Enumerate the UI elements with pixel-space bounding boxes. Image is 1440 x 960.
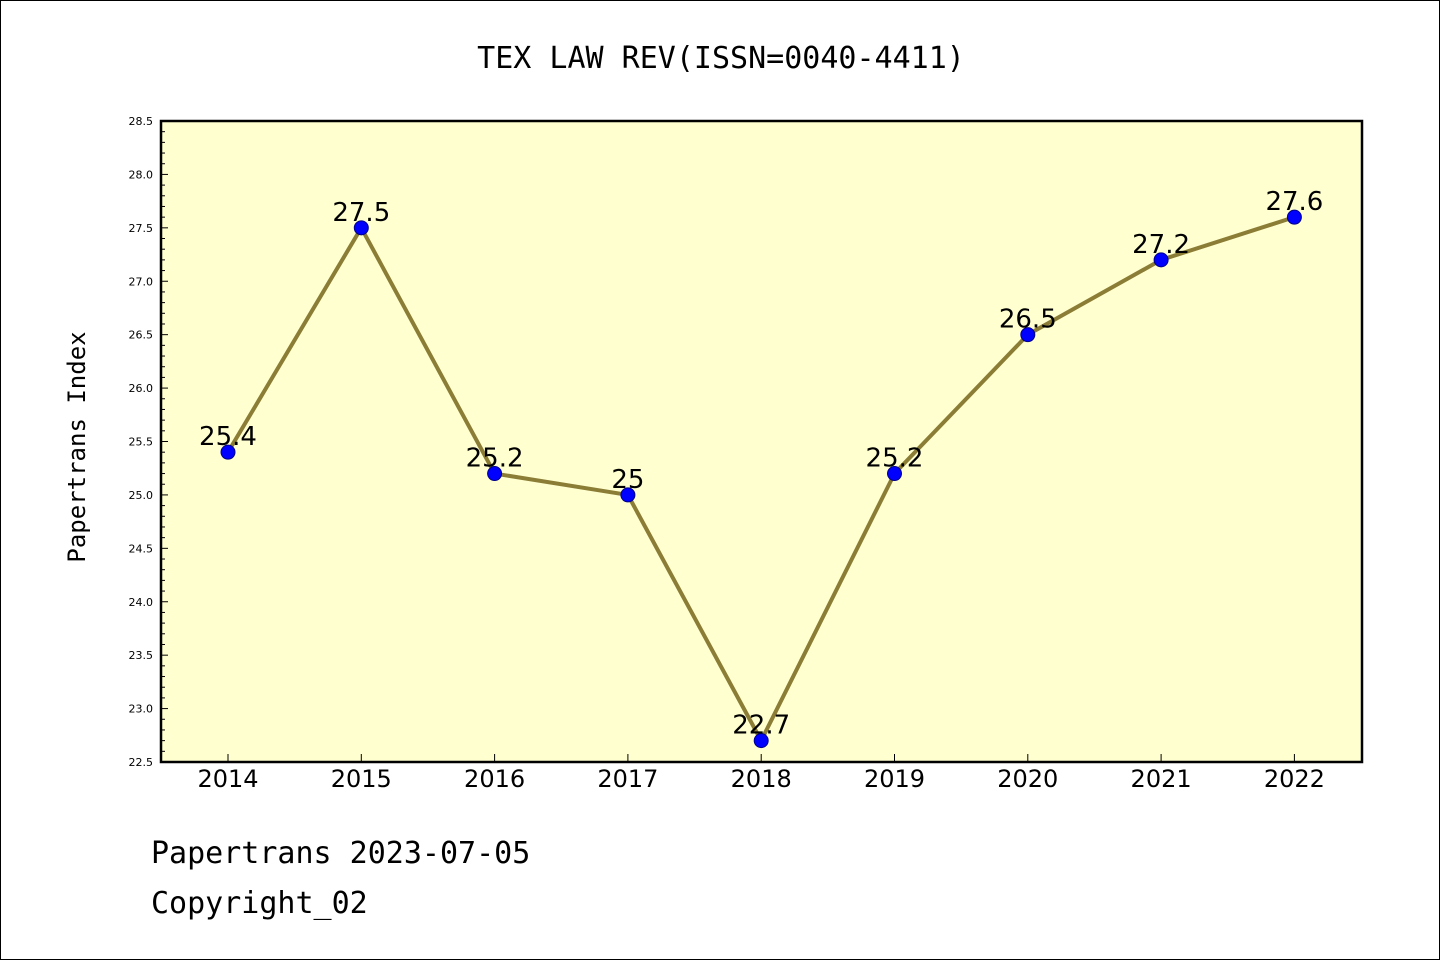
x-tick-label: 2016: [464, 765, 525, 793]
x-tick-label: 2018: [731, 765, 792, 793]
y-tick-label: 28.5: [129, 115, 154, 128]
axis-ticks: 22.5 23.0 23.5 24.0 24.5 25.0 25.5 26.0 26.5 27.0…: [129, 115, 1325, 793]
footer-date: Papertrans 2023-07-05: [151, 836, 531, 871]
data-point-marker: [887, 466, 902, 482]
y-tick-label: 26.5: [129, 329, 154, 342]
x-tick-label: 2021: [1131, 765, 1192, 793]
data-point-marker: [1020, 327, 1036, 343]
data-point-marker: [753, 733, 769, 749]
chart-title: TEX LAW REV(ISSN=0040-4411): [477, 41, 965, 76]
y-tick-label: 24.0: [129, 596, 154, 609]
data-points: [220, 209, 1302, 749]
y-tick-label: 23.5: [129, 649, 154, 662]
data-point-marker: [1153, 252, 1169, 268]
y-tick-label: 26.0: [129, 382, 154, 395]
data-label: 22.7: [732, 711, 790, 741]
data-label: 27.6: [1265, 187, 1323, 217]
plot-border: [159, 119, 1364, 764]
data-label: 25: [611, 465, 644, 495]
y-tick-label: 24.5: [129, 542, 154, 555]
x-tick-label: 2014: [197, 765, 258, 793]
x-tick-label: 2015: [331, 765, 392, 793]
y-tick-label: 25.5: [129, 436, 154, 449]
x-tick-label: 2017: [597, 765, 658, 793]
y-tick-label: 25.0: [129, 489, 154, 502]
data-label: 25.2: [866, 444, 924, 474]
y-tick-label: 23.0: [129, 703, 154, 716]
y-tick-label: 27.0: [129, 275, 154, 288]
y-tick-label: 28.0: [129, 168, 154, 181]
data-label: 25.4: [199, 422, 257, 452]
data-label: 27.5: [332, 198, 390, 228]
data-point-marker: [353, 220, 369, 236]
x-tick-label: 2020: [997, 765, 1058, 793]
data-point-marker: [1286, 209, 1302, 225]
y-tick-label: 22.5: [129, 756, 154, 769]
data-label: 25.2: [466, 444, 524, 474]
data-label: 26.5: [999, 305, 1057, 335]
y-tick-label: 27.5: [129, 222, 154, 235]
data-point-marker: [620, 487, 636, 503]
data-labels: 25.4 27.5 25.2 25 22.7 25.2 26.5 27.2 27.6: [199, 187, 1323, 740]
footer-copyright: Copyright_02: [151, 886, 368, 921]
y-axis-label: Papertrans Index: [63, 331, 91, 562]
data-point-marker: [220, 444, 236, 460]
x-tick-label: 2019: [864, 765, 925, 793]
data-point-marker: [487, 466, 503, 482]
x-tick-label: 2022: [1264, 765, 1325, 793]
data-label: 27.2: [1132, 230, 1190, 260]
